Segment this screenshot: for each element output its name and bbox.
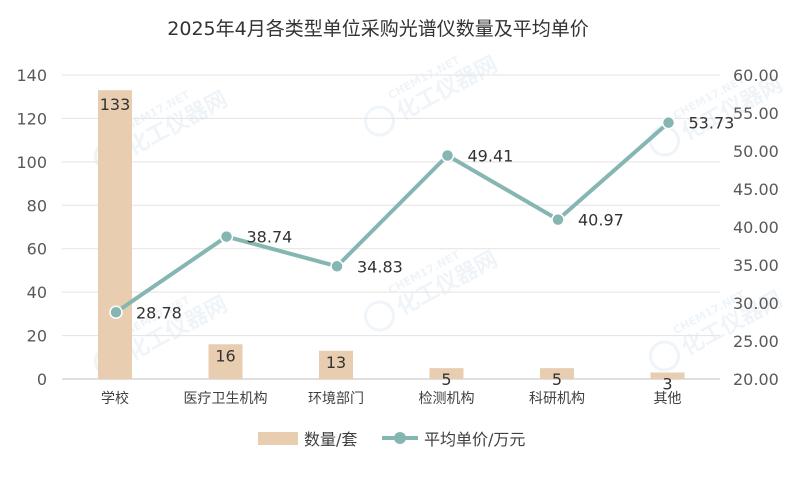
x-axis-tick-label: 医疗卫生机构 xyxy=(184,391,268,407)
x-axis-tick-label: 其他 xyxy=(654,391,682,407)
line-data-label: 53.73 xyxy=(689,114,735,133)
bar-data-label: 133 xyxy=(100,95,131,114)
x-axis-tick-label: 科研机构 xyxy=(529,391,585,407)
watermark-logo-icon xyxy=(363,300,395,332)
right-axis-tick-label: 50.00 xyxy=(733,142,779,161)
bar-data-labels: 133 16 13 5 5 3 xyxy=(100,95,673,393)
x-axis-tick-label: 环境部门 xyxy=(308,391,364,407)
legend-line-label: 平均单价/万元 xyxy=(424,430,525,449)
left-axis-tick-label: 40 xyxy=(27,283,47,302)
legend: 数量/套 平均单价/万元 xyxy=(258,430,525,449)
chart-title: 2025年4月各类型单位采购光谱仪数量及平均单价 xyxy=(167,18,588,40)
left-axis-tick-label: 60 xyxy=(27,240,47,259)
x-axis-labels: 学校 医疗卫生机构 环境部门 检测机构 科研机构 其他 xyxy=(101,390,682,407)
bar xyxy=(208,344,243,379)
left-axis-ticks: 0 20 40 60 80 100 120 140 xyxy=(16,66,47,389)
bar xyxy=(429,368,464,379)
line-data-label: 38.74 xyxy=(247,228,293,247)
left-axis-tick-label: 20 xyxy=(27,327,47,346)
bar-data-label: 5 xyxy=(552,370,562,389)
right-axis-tick-label: 20.00 xyxy=(733,370,779,389)
watermark-logo-icon xyxy=(363,105,395,137)
left-axis-tick-label: 140 xyxy=(16,66,47,85)
line-data-labels: 28.78 38.74 34.83 49.41 40.97 53.73 xyxy=(136,114,734,323)
line-data-label: 28.78 xyxy=(136,303,182,322)
watermark-logo-icon xyxy=(648,125,680,157)
right-axis-tick-label: 25.00 xyxy=(733,332,779,351)
left-axis-tick-label: 100 xyxy=(16,153,47,172)
line-point xyxy=(661,115,676,130)
x-axis-tick-label: 检测机构 xyxy=(419,391,475,407)
watermark-logo-icon xyxy=(648,340,680,372)
gridlines xyxy=(62,74,720,380)
line-point xyxy=(219,229,234,244)
left-axis-tick-label: 0 xyxy=(37,370,47,389)
right-axis-tick-label: 30.00 xyxy=(733,294,779,313)
legend-bar-label: 数量/套 xyxy=(304,430,357,449)
line-point xyxy=(551,212,565,227)
bar-data-label: 3 xyxy=(662,374,672,393)
x-axis-tick-label: 学校 xyxy=(101,390,129,407)
right-axis-tick-label: 35.00 xyxy=(733,256,779,275)
legend-line-marker xyxy=(394,432,406,444)
bar xyxy=(98,90,132,379)
right-axis-tick-label: 60.00 xyxy=(733,66,779,85)
bar xyxy=(319,350,353,379)
line-data-label: 34.83 xyxy=(357,257,403,276)
right-axis-tick-label: 45.00 xyxy=(733,180,779,199)
line-data-label: 49.41 xyxy=(468,146,514,165)
bar-data-label: 5 xyxy=(441,370,451,389)
series-line xyxy=(114,121,670,314)
right-axis-tick-label: 55.00 xyxy=(733,104,779,123)
line-point xyxy=(109,305,123,320)
line-data-label: 40.97 xyxy=(578,211,624,230)
line-point xyxy=(330,259,344,274)
left-axis-tick-label: 80 xyxy=(27,196,47,215)
bar xyxy=(650,372,685,379)
line-series xyxy=(109,115,676,320)
left-axis-tick-label: 120 xyxy=(16,109,47,128)
right-axis-tick-label: 40.00 xyxy=(733,218,779,237)
bar-series xyxy=(98,90,685,379)
line-point xyxy=(440,148,455,163)
bar-data-label: 16 xyxy=(215,346,235,365)
bar xyxy=(540,368,574,379)
legend-bar-swatch xyxy=(258,432,298,445)
right-axis-ticks: 20.00 25.00 30.00 35.00 40.00 45.00 50.00 55.00… xyxy=(733,66,779,389)
bar-data-label: 13 xyxy=(326,353,346,372)
